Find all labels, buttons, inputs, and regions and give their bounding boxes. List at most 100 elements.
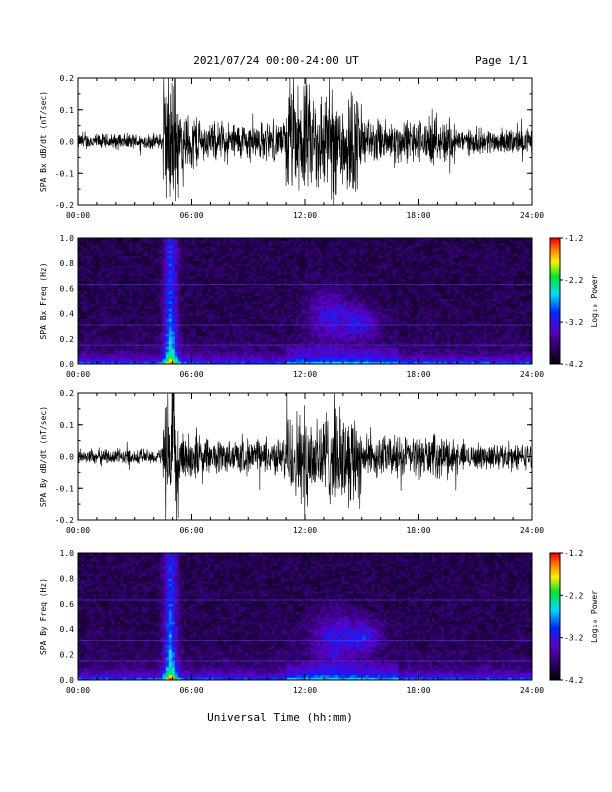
heat-cell [268,321,273,325]
heat-cell [114,321,118,325]
heat-cell [289,270,294,274]
heat-cell [371,331,375,335]
heat-cell [99,308,103,312]
heat-cell [247,326,251,330]
heat-cell [268,298,273,302]
heat-cell [301,348,306,352]
heat-cell [84,238,88,241]
heat-cell [90,238,94,241]
heat-cell [368,263,372,267]
heat-cell [205,265,209,269]
heat-cell [232,316,236,319]
heat-cell [286,348,291,352]
heat-cell [189,258,194,262]
heat-cell [232,240,236,244]
heat-cell [362,240,366,244]
heat-cell [250,328,254,332]
heat-cell [356,268,360,272]
heat-cell [301,313,306,317]
heat-cell [247,285,251,289]
heat-cell [320,353,324,357]
heat-cell [114,311,118,314]
heat-cell [301,333,306,337]
heat-cell [332,338,336,342]
heat-cell [301,273,306,277]
heat-cell [274,318,279,322]
heat-cell [105,321,109,325]
heat-cell [259,341,263,345]
heat-cell [332,348,336,352]
heat-cell [332,356,336,360]
heat-cell [138,273,142,277]
heat-cell [132,311,136,314]
heat-cell [196,263,200,267]
heat-cell [117,293,121,297]
heat-cell [371,260,375,264]
heat-cell [301,301,306,304]
heat-cell [189,275,194,279]
heat-cell [90,306,94,309]
heat-cell [356,243,360,246]
heat-cell [347,270,351,274]
heat-cell [93,303,97,307]
heat-cell [295,303,300,307]
heat-cell [147,318,151,322]
heat-cell [211,288,215,292]
heat-cell [205,263,209,267]
heat-cell [262,263,267,267]
heat-cell [250,270,254,274]
heat-cell [90,311,94,314]
heat-cell [274,301,279,304]
heat-cell [138,316,142,319]
heat-cell [199,361,203,365]
heat-cell [289,316,294,319]
heat-cell [135,326,139,330]
heat-cell [347,295,351,299]
heat-cell [256,243,260,246]
heat-cell [332,243,336,246]
heat-cell [371,318,375,322]
heat-cell [87,240,91,244]
heat-cell [229,275,233,279]
heat-cell [265,240,270,244]
heat-cell [326,285,330,289]
heat-cell [298,346,303,350]
heat-cell [344,253,348,256]
heat-cell [362,348,366,352]
heat-cell [202,313,206,317]
heat-cell [347,240,351,244]
heat-cell [87,313,91,317]
heat-cell [96,341,100,345]
heat-cell [211,316,215,319]
heat-cell [344,258,348,262]
heat-cell [250,288,254,292]
heat-cell [171,333,176,337]
heat-cell [308,270,312,274]
heat-cell [368,280,372,284]
heat-cell [289,240,294,244]
heat-cell [286,353,291,357]
heat-cell [126,243,130,246]
heat-cell [183,288,188,292]
heat-cell [129,298,133,302]
heat-cell [308,295,312,299]
heat-cell [229,316,233,319]
heat-cell [141,255,145,259]
heat-cell [259,306,263,309]
heat-cell [350,303,354,307]
heat-cell [162,356,167,360]
heat-cell [229,253,233,256]
heat-cell [350,290,354,294]
heat-cell [335,313,339,317]
heat-cell [268,253,273,256]
y-axis-title: SPA Bx dB/dt (nT/sec) [39,91,48,192]
heat-cell [265,341,270,345]
heat-cell [102,301,106,304]
heat-cell [371,253,375,256]
heat-cell [177,278,182,282]
heat-cell [289,353,294,357]
heat-cell [308,238,312,241]
heat-cell [129,313,133,317]
heat-cell [78,270,82,274]
heat-cell [320,270,324,274]
